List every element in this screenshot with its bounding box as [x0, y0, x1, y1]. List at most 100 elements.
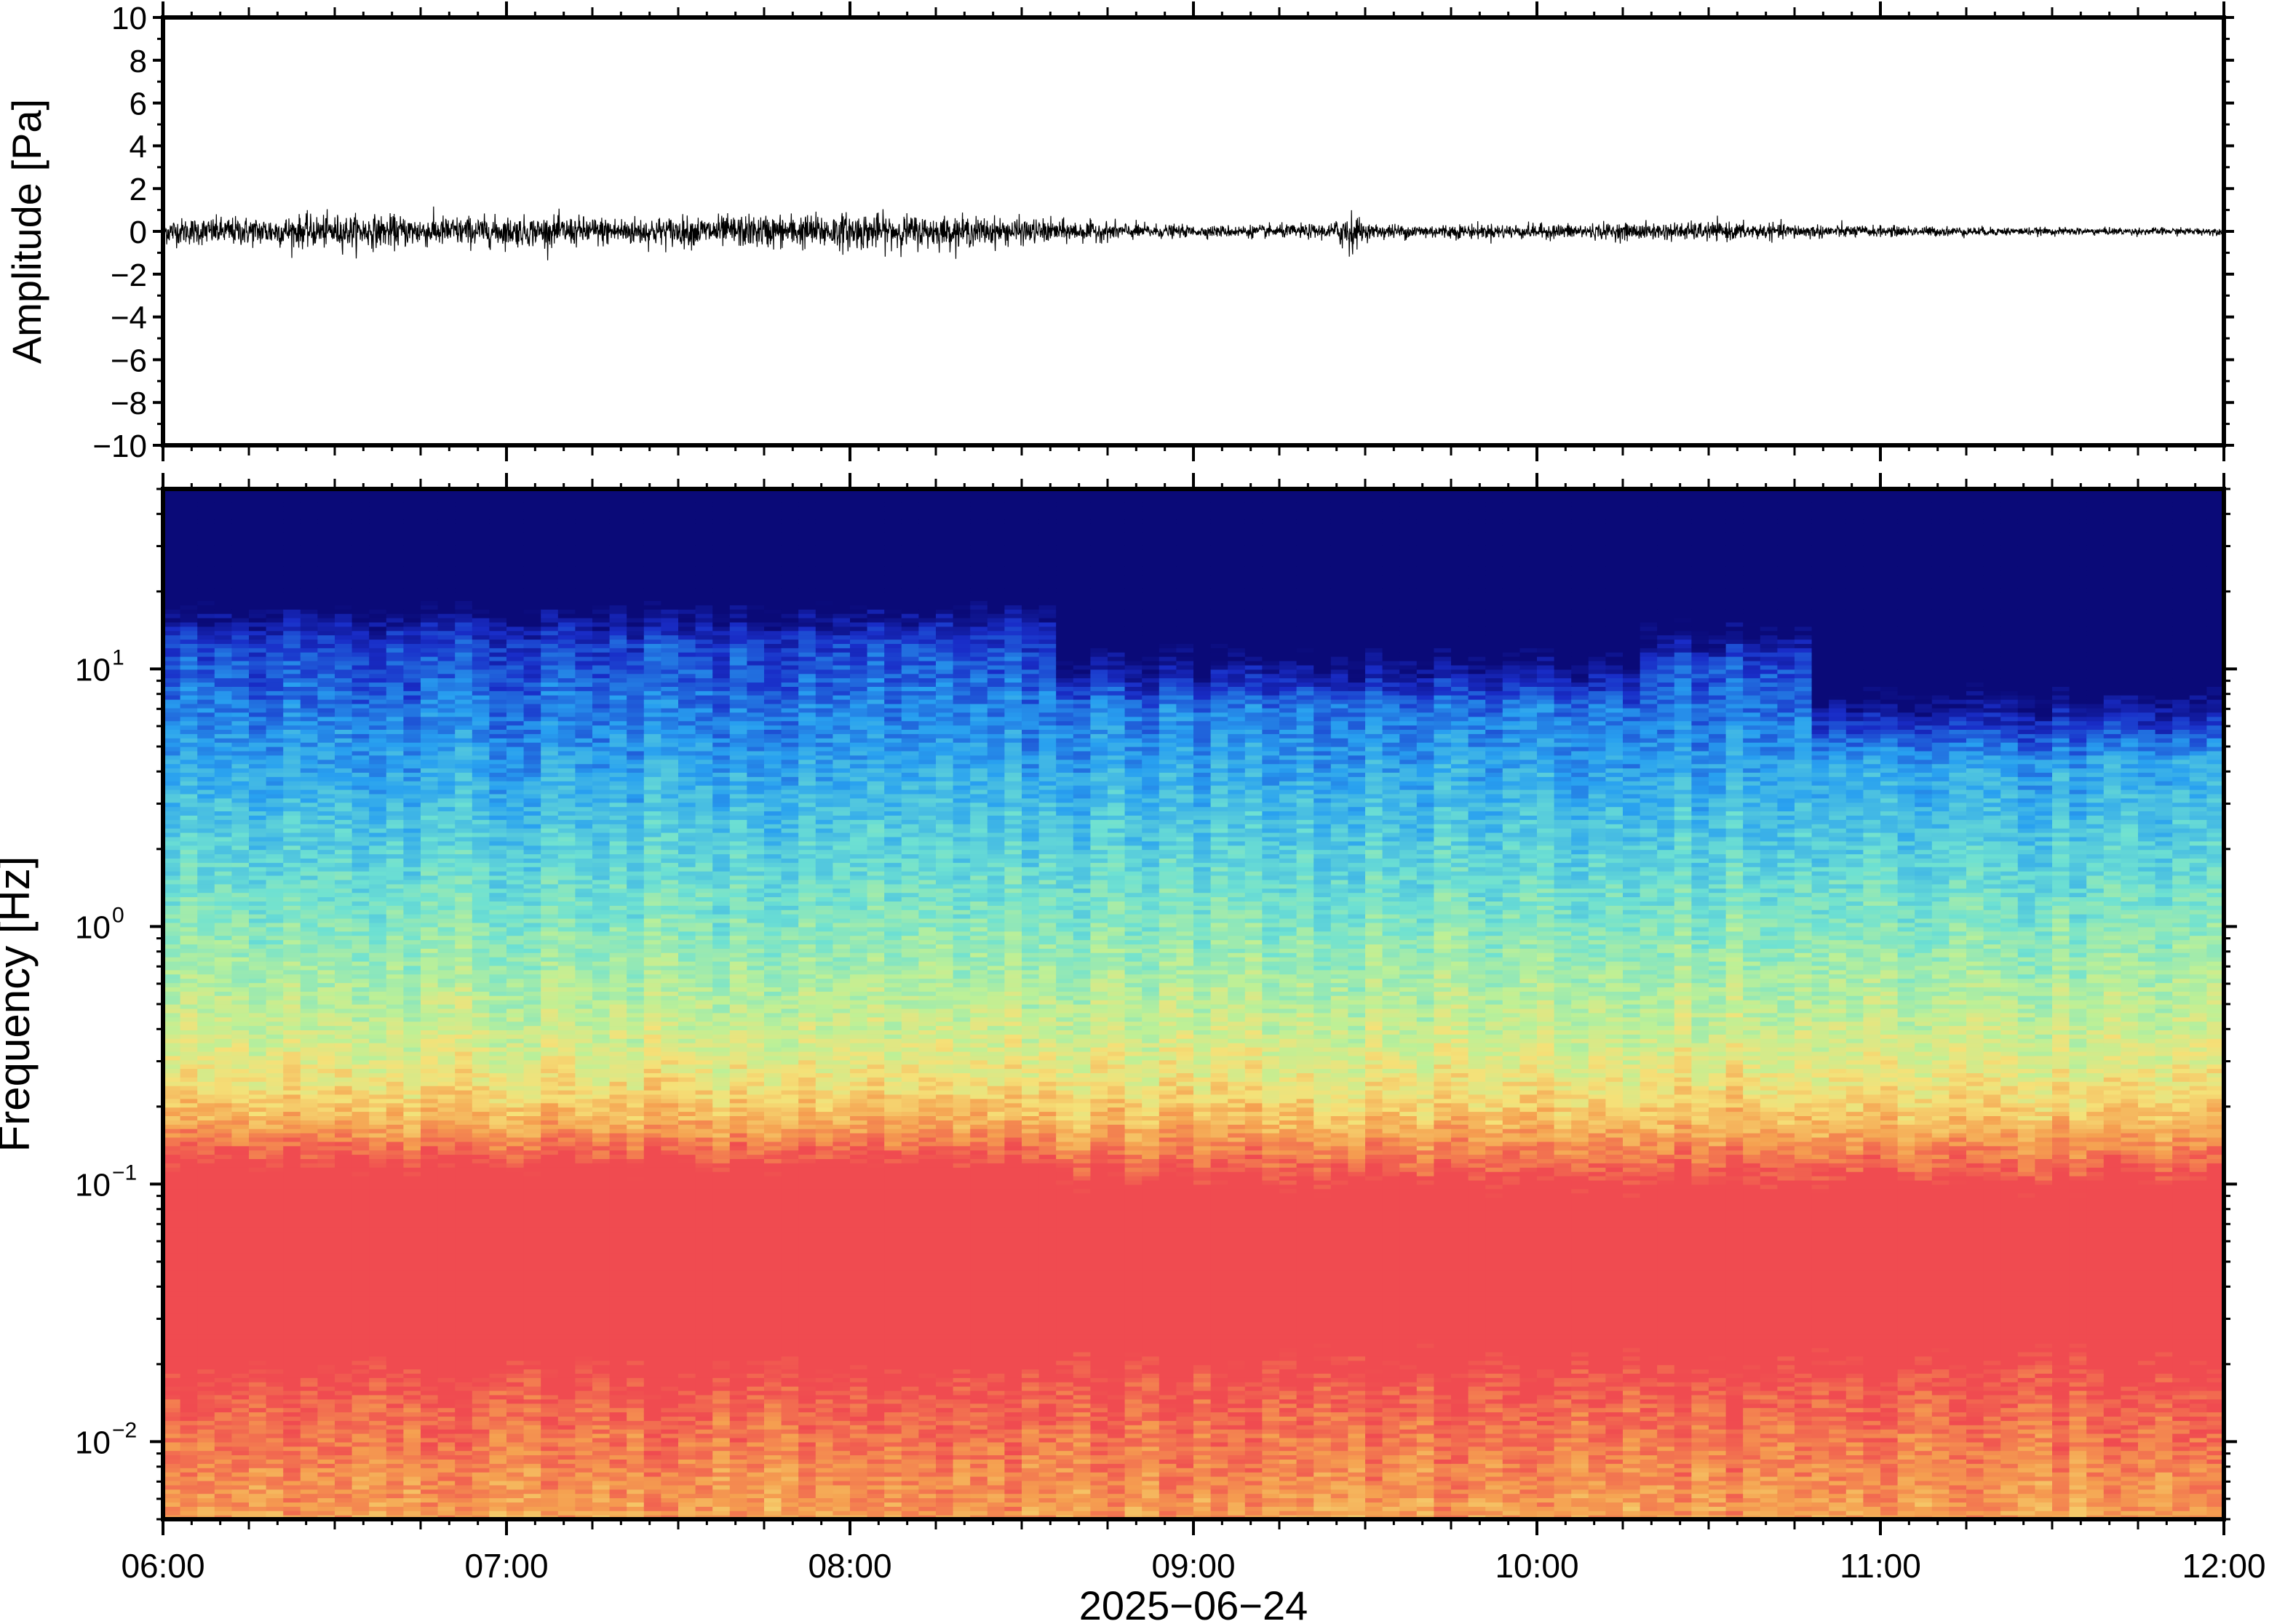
spectrogram-cell — [369, 1265, 387, 1271]
spectrogram-cell — [472, 501, 490, 507]
spectrogram-cell — [214, 1265, 232, 1271]
spectrogram-cell — [214, 1317, 232, 1323]
spectrogram-cell — [197, 1450, 215, 1456]
spectrogram-cell — [214, 1450, 232, 1456]
spectrogram-cell — [421, 1463, 439, 1468]
spectrogram-cell — [163, 776, 181, 781]
spectrogram-cell — [317, 605, 335, 610]
spectrogram-cell — [163, 553, 181, 558]
spectrogram-cell — [317, 1262, 335, 1267]
spectrogram-cell — [369, 557, 387, 562]
spectrogram-cell — [351, 750, 370, 756]
spectrogram-cell — [386, 922, 404, 928]
spectrogram-cell — [421, 828, 439, 833]
spectrogram-cell — [455, 712, 473, 717]
spectrogram-cell — [266, 879, 284, 885]
spectrogram-cell — [180, 1305, 198, 1310]
spectrogram-cell — [300, 566, 318, 571]
spectrogram-cell — [437, 1412, 456, 1417]
spectrogram-cell — [335, 1274, 353, 1280]
spectrogram-cell — [197, 1313, 215, 1318]
spectrogram-cell — [249, 1115, 267, 1121]
spectrogram-cell — [437, 1055, 456, 1061]
spectrogram-cell — [283, 845, 301, 851]
spectrogram-cell — [351, 1064, 370, 1070]
spectrogram-cell — [214, 797, 232, 803]
spectrogram-cell — [472, 1210, 490, 1215]
spectrogram-cell — [455, 1437, 473, 1443]
spectrogram-cell — [317, 553, 335, 558]
spectrogram-cell — [249, 613, 267, 618]
spectrogram-cell — [369, 677, 387, 683]
spectrogram-cell — [197, 639, 215, 644]
spectrogram-cell — [369, 965, 387, 971]
spectrogram-cell — [455, 686, 473, 691]
spectrogram-cell — [163, 815, 181, 820]
spectrogram-cell — [214, 1334, 232, 1340]
spectrogram-cell — [437, 1235, 456, 1241]
spectrogram-cell — [403, 712, 421, 717]
spectrogram-cell — [455, 532, 473, 537]
spectrogram-cell — [197, 1502, 215, 1507]
spectrogram-cell — [231, 605, 250, 610]
spectrogram-cell — [369, 695, 387, 700]
spectrogram-cell — [300, 1493, 318, 1499]
spectrogram-cell — [249, 793, 267, 799]
spectrogram-cell — [351, 832, 370, 837]
spectrogram-cell — [369, 578, 387, 584]
spectrogram-cell — [283, 544, 301, 550]
spectrogram-cell — [266, 1206, 284, 1211]
spectrogram-cell — [455, 935, 473, 941]
spectrogram-cell — [369, 1008, 387, 1014]
spectrogram-cell — [369, 733, 387, 739]
spectrogram-cell — [369, 888, 387, 893]
spectrogram-cell — [489, 1480, 507, 1486]
spectrogram-cell — [335, 540, 353, 546]
spectrogram-cell — [300, 634, 318, 640]
spectrogram-cell — [386, 544, 404, 550]
spectrogram-cell — [266, 1454, 284, 1460]
spectrogram-cell — [266, 952, 284, 958]
spectrogram-cell — [403, 587, 421, 593]
spectrogram-cell — [351, 1305, 370, 1310]
spectrogram-cell — [369, 883, 387, 889]
spectrogram-cell — [266, 609, 284, 614]
spectrogram-cell — [403, 1497, 421, 1502]
spectrogram-cell — [231, 759, 250, 765]
spectrogram-cell — [283, 682, 301, 687]
spectrogram-cell — [455, 1012, 473, 1018]
spectrogram-cell — [180, 1115, 198, 1121]
spectrogram-cell — [163, 1214, 181, 1219]
spectrogram-cell — [335, 1222, 353, 1228]
spectrogram-cell — [266, 626, 284, 632]
spectrogram-cell — [214, 621, 232, 627]
spectrogram-cell — [283, 781, 301, 786]
spectrogram-cell — [455, 536, 473, 541]
spectrogram-cell — [317, 914, 335, 919]
spectrogram-cell — [317, 600, 335, 605]
spectrogram-cell — [197, 935, 215, 941]
spectrogram-cell — [249, 926, 267, 932]
spectrogram-cell — [386, 755, 404, 760]
spectrogram-cell — [300, 1030, 318, 1035]
spectrogram-cell — [335, 1137, 353, 1142]
spectrogram-cell — [421, 909, 439, 915]
spectrogram-cell — [214, 811, 232, 816]
spectrogram-cell — [489, 690, 507, 696]
spectrogram-cell — [231, 1446, 250, 1452]
spectrogram-cell — [231, 634, 250, 640]
spectrogram-cell — [351, 1176, 370, 1181]
spectrogram-cell — [335, 1348, 353, 1353]
spectrogram-cell — [300, 1012, 318, 1018]
spectrogram-cell — [317, 621, 335, 627]
spectrogram-cell — [317, 1454, 335, 1460]
spectrogram-cell — [249, 1016, 267, 1022]
spectrogram-cell — [437, 1382, 456, 1387]
spectrogram-cell — [455, 1270, 473, 1275]
spectrogram-cell — [437, 1120, 456, 1125]
spectrogram-cell — [266, 776, 284, 781]
spectrogram-cell — [437, 630, 456, 636]
spectrogram-cell — [421, 1016, 439, 1022]
spectrogram-cell — [455, 871, 473, 876]
spectrogram-cell — [386, 840, 404, 846]
